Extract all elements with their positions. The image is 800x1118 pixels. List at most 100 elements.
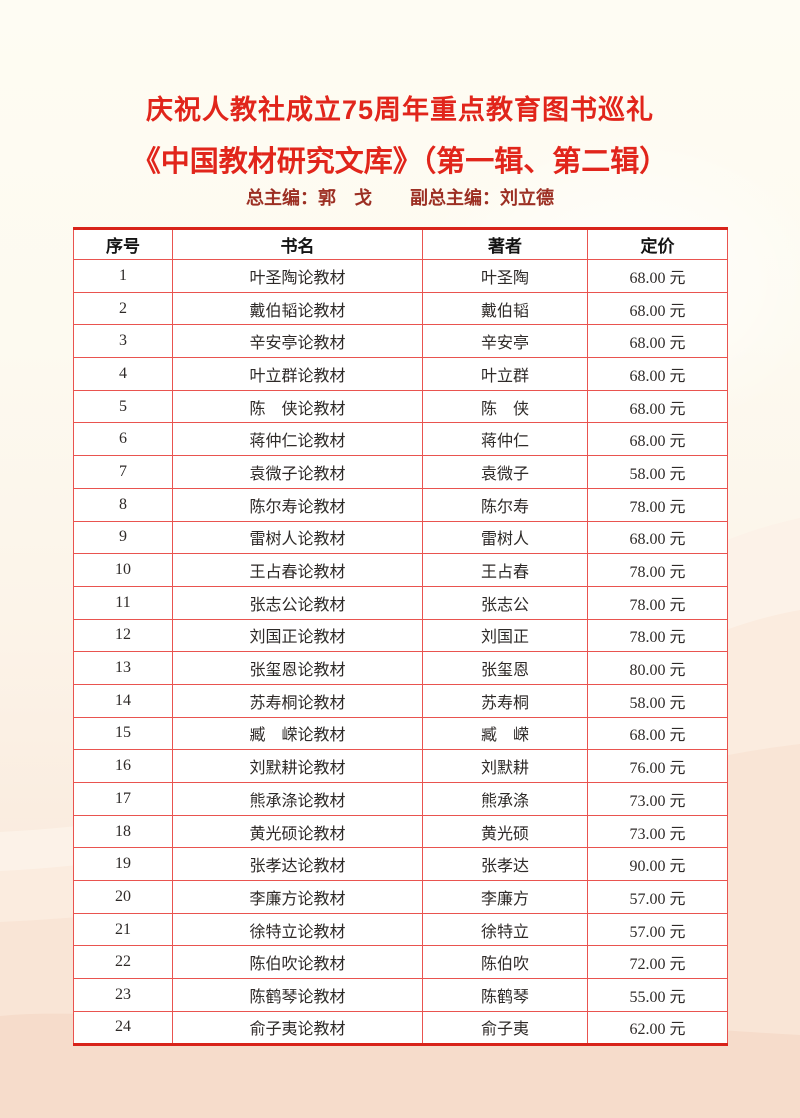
cell-author: 雷树人	[422, 520, 588, 555]
table-row: 7 袁微子论教材 袁微子 58.00 元	[73, 455, 728, 489]
cell-book-title: 徐特立论教材	[172, 912, 423, 947]
cell-no: 11	[73, 585, 173, 620]
cell-no: 3	[73, 324, 173, 359]
table-header: 序号 书名 著者 定价	[73, 228, 728, 260]
cell-book-title: 臧 嵘论教材	[172, 716, 423, 751]
cell-book-title: 李廉方论教材	[172, 880, 423, 914]
cell-no: 13	[73, 651, 173, 685]
column-header-title: 书名	[172, 228, 423, 260]
cell-book-title: 俞子夷论教材	[172, 1010, 423, 1045]
deputy-editor-credit: 副总主编：刘立德	[410, 188, 554, 208]
cell-price: 68.00 元	[587, 259, 728, 293]
table-row: 22 陈伯吹论教材 陈伯吹 72.00 元	[73, 945, 728, 980]
table-row: 15 臧 嵘论教材臧 嵘 68.00 元	[73, 716, 728, 751]
column-header-price: 定价	[587, 228, 728, 260]
cell-no: 17	[73, 782, 173, 816]
table-row: 9 雷树人论教材 雷树人 68.00 元	[73, 520, 728, 555]
cell-book-title: 张志公论教材	[172, 585, 423, 620]
page-title: 庆祝人教社成立75周年重点教育图书巡礼	[145, 95, 655, 125]
cell-author: 王占春	[422, 553, 588, 587]
book-price-table: 序号 书名 著者 定价 1 叶圣陶论教材 叶圣陶 68.00 元 2 戴伯韬论教材 戴伯韬 6…	[73, 227, 728, 1046]
cell-no: 5	[73, 389, 173, 424]
cell-book-title: 张玺恩论教材	[172, 651, 423, 685]
cell-author: 刘国正	[422, 618, 588, 653]
cell-no: 18	[73, 814, 173, 849]
cell-book-title: 雷树人论教材	[172, 520, 423, 555]
table-row: 23 陈鹤琴论教材 陈鹤琴 55.00 元	[73, 978, 728, 1012]
cell-price: 68.00 元	[587, 291, 728, 326]
cell-author: 俞子夷	[422, 1010, 588, 1045]
table-row: 16 刘默耕论教材 刘默耕 76.00 元	[73, 749, 728, 783]
cell-price: 73.00 元	[587, 814, 728, 849]
cell-no: 6	[73, 422, 173, 457]
table-row: 13 张玺恩论教材 张玺恩 80.00 元	[73, 651, 728, 685]
column-header-no: 序号	[73, 228, 173, 260]
cell-book-title: 刘国正论教材	[172, 618, 423, 653]
cell-book-title: 陈伯吹论教材	[172, 945, 423, 980]
cell-price: 68.00 元	[587, 422, 728, 457]
table-row: 18 黄光硕论教材 黄光硕 73.00 元	[73, 814, 728, 849]
cell-author: 黄光硕	[422, 814, 588, 849]
table-row: 14 苏寿桐论教材 苏寿桐 58.00 元	[73, 683, 728, 718]
cell-price: 78.00 元	[587, 585, 728, 620]
table-row: 8 陈尔寿论教材 陈尔寿 78.00 元	[73, 487, 728, 522]
table-row: 17 熊承涤论教材 熊承涤 73.00 元	[73, 782, 728, 816]
cell-no: 2	[73, 291, 173, 326]
cell-author: 陈鹤琴	[422, 978, 588, 1012]
cell-no: 14	[73, 683, 173, 718]
cell-price: 90.00 元	[587, 847, 728, 882]
cell-author: 蒋仲仁	[422, 422, 588, 457]
cell-author: 熊承涤	[422, 782, 588, 816]
table-row: 12 刘国正论教材 刘国正 78.00 元	[73, 618, 728, 653]
cell-no: 4	[73, 357, 173, 391]
cell-price: 72.00 元	[587, 945, 728, 980]
cell-author: 陈尔寿	[422, 487, 588, 522]
cell-price: 62.00 元	[587, 1010, 728, 1045]
cell-no: 21	[73, 912, 173, 947]
cell-price: 80.00 元	[587, 651, 728, 685]
table-row: 19 张孝达论教材 张孝达 90.00 元	[73, 847, 728, 882]
cell-author: 李廉方	[422, 880, 588, 914]
cell-price: 68.00 元	[587, 357, 728, 391]
table-row: 24 俞子夷论教材 俞子夷 62.00 元	[73, 1010, 728, 1045]
cell-book-title: 叶立群论教材	[172, 357, 423, 391]
table-row: 10 王占春论教材 王占春 78.00 元	[73, 553, 728, 587]
cell-author: 辛安亭	[422, 324, 588, 359]
cell-author: 张志公	[422, 585, 588, 620]
cell-price: 78.00 元	[587, 618, 728, 653]
table-header-row: 序号 书名 著者 定价	[73, 228, 728, 260]
cell-price: 78.00 元	[587, 487, 728, 522]
cell-author: 刘默耕	[422, 749, 588, 783]
cell-book-title: 王占春论教材	[172, 553, 423, 587]
cell-no: 15	[73, 716, 173, 751]
cell-author: 戴伯韬	[422, 291, 588, 326]
table-row: 6 蒋仲仁论教材 蒋仲仁 68.00 元	[73, 422, 728, 457]
table-row: 20 李廉方论教材 李廉方 57.00 元	[73, 880, 728, 914]
cell-book-title: 黄光硕论教材	[172, 814, 423, 849]
editors-line: 总主编：郭 戈 副总主编：刘立德	[0, 184, 800, 210]
cell-no: 20	[73, 880, 173, 914]
table-row: 2 戴伯韬论教材 戴伯韬 68.00 元	[73, 291, 728, 326]
cell-author: 张玺恩	[422, 651, 588, 685]
cell-author: 陈伯吹	[422, 945, 588, 980]
cell-book-title: 陈 侠论教材	[172, 389, 423, 424]
cell-no: 7	[73, 455, 173, 489]
cell-book-title: 张孝达论教材	[172, 847, 423, 882]
cell-author: 叶立群	[422, 357, 588, 391]
table-body: 1 叶圣陶论教材 叶圣陶 68.00 元 2 戴伯韬论教材 戴伯韬 68.00 元 3 辛安亭论教…	[73, 259, 728, 1045]
cell-price: 68.00 元	[587, 716, 728, 751]
cell-no: 23	[73, 978, 173, 1012]
cell-price: 57.00 元	[587, 880, 728, 914]
cell-book-title: 刘默耕论教材	[172, 749, 423, 783]
cell-price: 68.00 元	[587, 389, 728, 424]
chief-editor-credit: 总主编：郭 戈	[246, 188, 372, 208]
cell-no: 19	[73, 847, 173, 882]
cell-book-title: 戴伯韬论教材	[172, 291, 423, 326]
cell-book-title: 叶圣陶论教材	[172, 259, 423, 293]
cell-book-title: 蒋仲仁论教材	[172, 422, 423, 457]
cell-author: 徐特立	[422, 912, 588, 947]
cell-price: 73.00 元	[587, 782, 728, 816]
cell-author: 臧 嵘	[422, 716, 588, 751]
cell-no: 24	[73, 1010, 173, 1045]
